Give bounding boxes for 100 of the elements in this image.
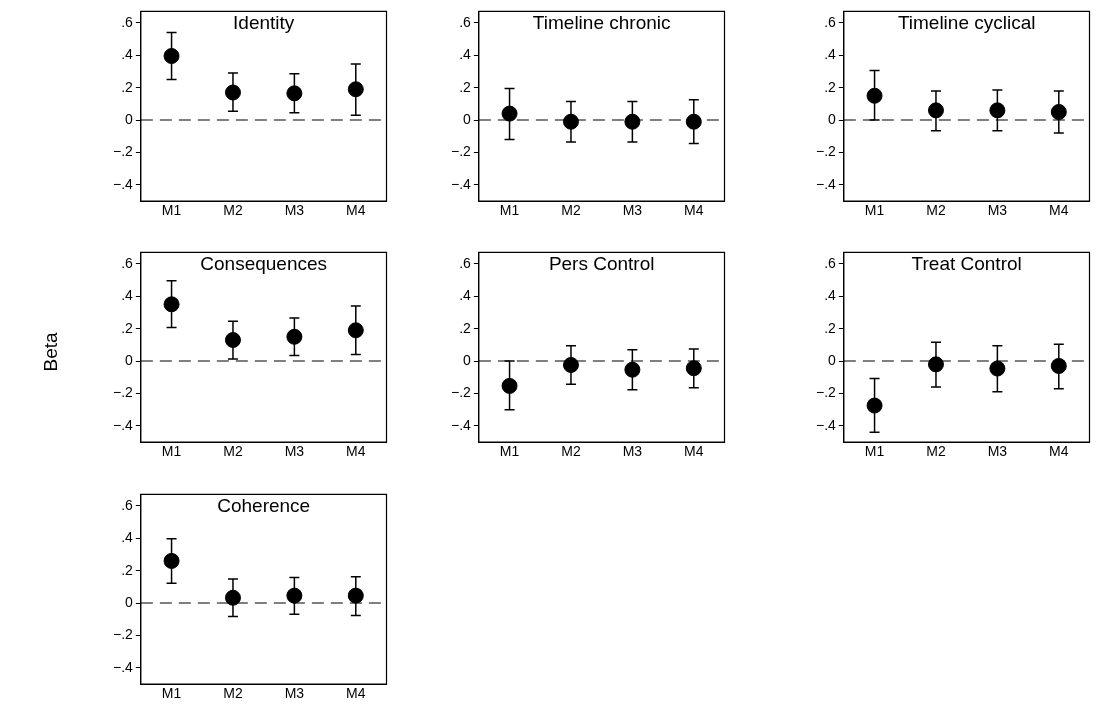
point	[163, 296, 180, 313]
chart-title: Pers Control	[548, 253, 655, 275]
y-tick-label: 0	[463, 351, 472, 368]
point	[224, 332, 241, 348]
x-tick-label: M4	[1049, 443, 1069, 460]
point	[866, 397, 883, 414]
x-tick-label: M1	[161, 202, 182, 219]
y-tick-label: .4	[824, 46, 837, 63]
y-tick-label: .4	[121, 46, 134, 63]
y-tick-label: −.4	[815, 416, 837, 433]
point	[501, 377, 518, 394]
x-tick-label: M3	[284, 443, 305, 460]
x-tick-label: M2	[926, 202, 946, 219]
y-tick-label: 0	[125, 593, 134, 610]
y-tick-label: −.2	[815, 384, 837, 401]
y-tick-label: 0	[828, 110, 837, 127]
point	[685, 360, 702, 377]
point	[989, 102, 1006, 119]
y-tick-label: .4	[459, 46, 472, 63]
x-tick-label: M3	[284, 202, 305, 219]
x-tick-label: M4	[346, 202, 366, 219]
y-tick-label: −.2	[450, 143, 472, 160]
point	[1050, 357, 1067, 374]
y-tick-label: .6	[459, 13, 472, 30]
x-tick-label: M3	[987, 202, 1008, 219]
point	[224, 589, 241, 606]
x-tick-label: M4	[346, 685, 366, 702]
point	[989, 360, 1006, 377]
y-tick-label: .2	[121, 78, 134, 95]
y-tick-label: .6	[824, 13, 837, 30]
x-tick-label: M2	[561, 443, 581, 460]
x-tick-label: M2	[223, 443, 243, 460]
y-tick-label: −.2	[112, 384, 134, 401]
point	[624, 361, 641, 378]
x-tick-label: M4	[684, 443, 704, 460]
x-tick-label: M3	[622, 443, 643, 460]
x-tick-label: M1	[161, 685, 182, 702]
y-tick-label: .6	[824, 254, 837, 271]
y-tick-label: .2	[824, 78, 837, 95]
y-tick-label: 0	[463, 110, 472, 127]
point	[1050, 103, 1067, 120]
y-tick-label: .6	[121, 496, 134, 513]
y-tick-label: .2	[824, 319, 837, 336]
y-tick-label: −.4	[815, 175, 837, 192]
y-tick-label: .2	[459, 319, 472, 336]
chart-title: Timeline cyclical	[897, 12, 1036, 34]
y-tick-label: −.4	[450, 416, 472, 433]
y-tick-label: −.2	[815, 143, 837, 160]
y-tick-label: .4	[121, 287, 134, 304]
x-tick-label: M2	[926, 443, 946, 460]
x-tick-label: M2	[223, 202, 243, 219]
y-tick-label: .2	[121, 561, 134, 578]
y-tick-label: 0	[828, 351, 837, 368]
x-tick-label: M1	[499, 202, 520, 219]
chart-title: Timeline chronic	[532, 12, 671, 34]
y-tick-label: −.4	[112, 416, 134, 433]
chart-title: Consequences	[200, 253, 328, 275]
point	[224, 84, 241, 101]
x-tick-label: M1	[864, 202, 885, 219]
x-tick-label: M1	[864, 443, 885, 460]
point	[347, 587, 364, 604]
y-tick-label: .4	[824, 287, 837, 304]
point	[347, 81, 364, 98]
y-tick-label: 0	[125, 351, 134, 368]
point	[347, 322, 364, 339]
x-tick-label: M1	[499, 443, 520, 460]
y-tick-label: .6	[121, 13, 134, 30]
y-tick-label: .6	[459, 254, 472, 271]
y-tick-label: .4	[459, 287, 472, 304]
y-tick-label: −.2	[450, 384, 472, 401]
y-tick-label: .2	[459, 78, 472, 95]
x-tick-label: M3	[622, 202, 643, 219]
y-tick-label: 0	[125, 110, 134, 127]
point	[286, 85, 303, 102]
x-tick-label: M4	[1049, 202, 1069, 219]
x-tick-label: M4	[684, 202, 704, 219]
x-tick-label: M2	[223, 685, 243, 702]
y-tick-label: .4	[121, 529, 134, 546]
y-tick-label: .6	[121, 254, 134, 271]
point	[866, 87, 883, 104]
y-tick-label: −.2	[112, 143, 134, 160]
y-tick-label: .2	[121, 319, 134, 336]
point	[163, 48, 180, 65]
x-tick-label: M4	[346, 443, 366, 460]
chart-title: Treat Control	[911, 253, 1022, 275]
y-tick-label: −.4	[112, 175, 134, 192]
point	[286, 328, 303, 345]
chart-title: Identity	[233, 12, 295, 34]
y-tick-label: −.2	[112, 626, 134, 643]
y-tick-label: −.4	[112, 658, 134, 675]
chart-title: Coherence	[217, 495, 311, 517]
x-tick-label: M3	[987, 443, 1008, 460]
point	[562, 356, 579, 373]
point	[163, 552, 180, 569]
x-tick-label: M3	[284, 685, 305, 702]
point	[286, 587, 303, 604]
x-tick-label: M1	[161, 443, 182, 460]
point	[927, 356, 944, 373]
point	[927, 102, 944, 119]
y-tick-label: −.4	[450, 175, 472, 192]
